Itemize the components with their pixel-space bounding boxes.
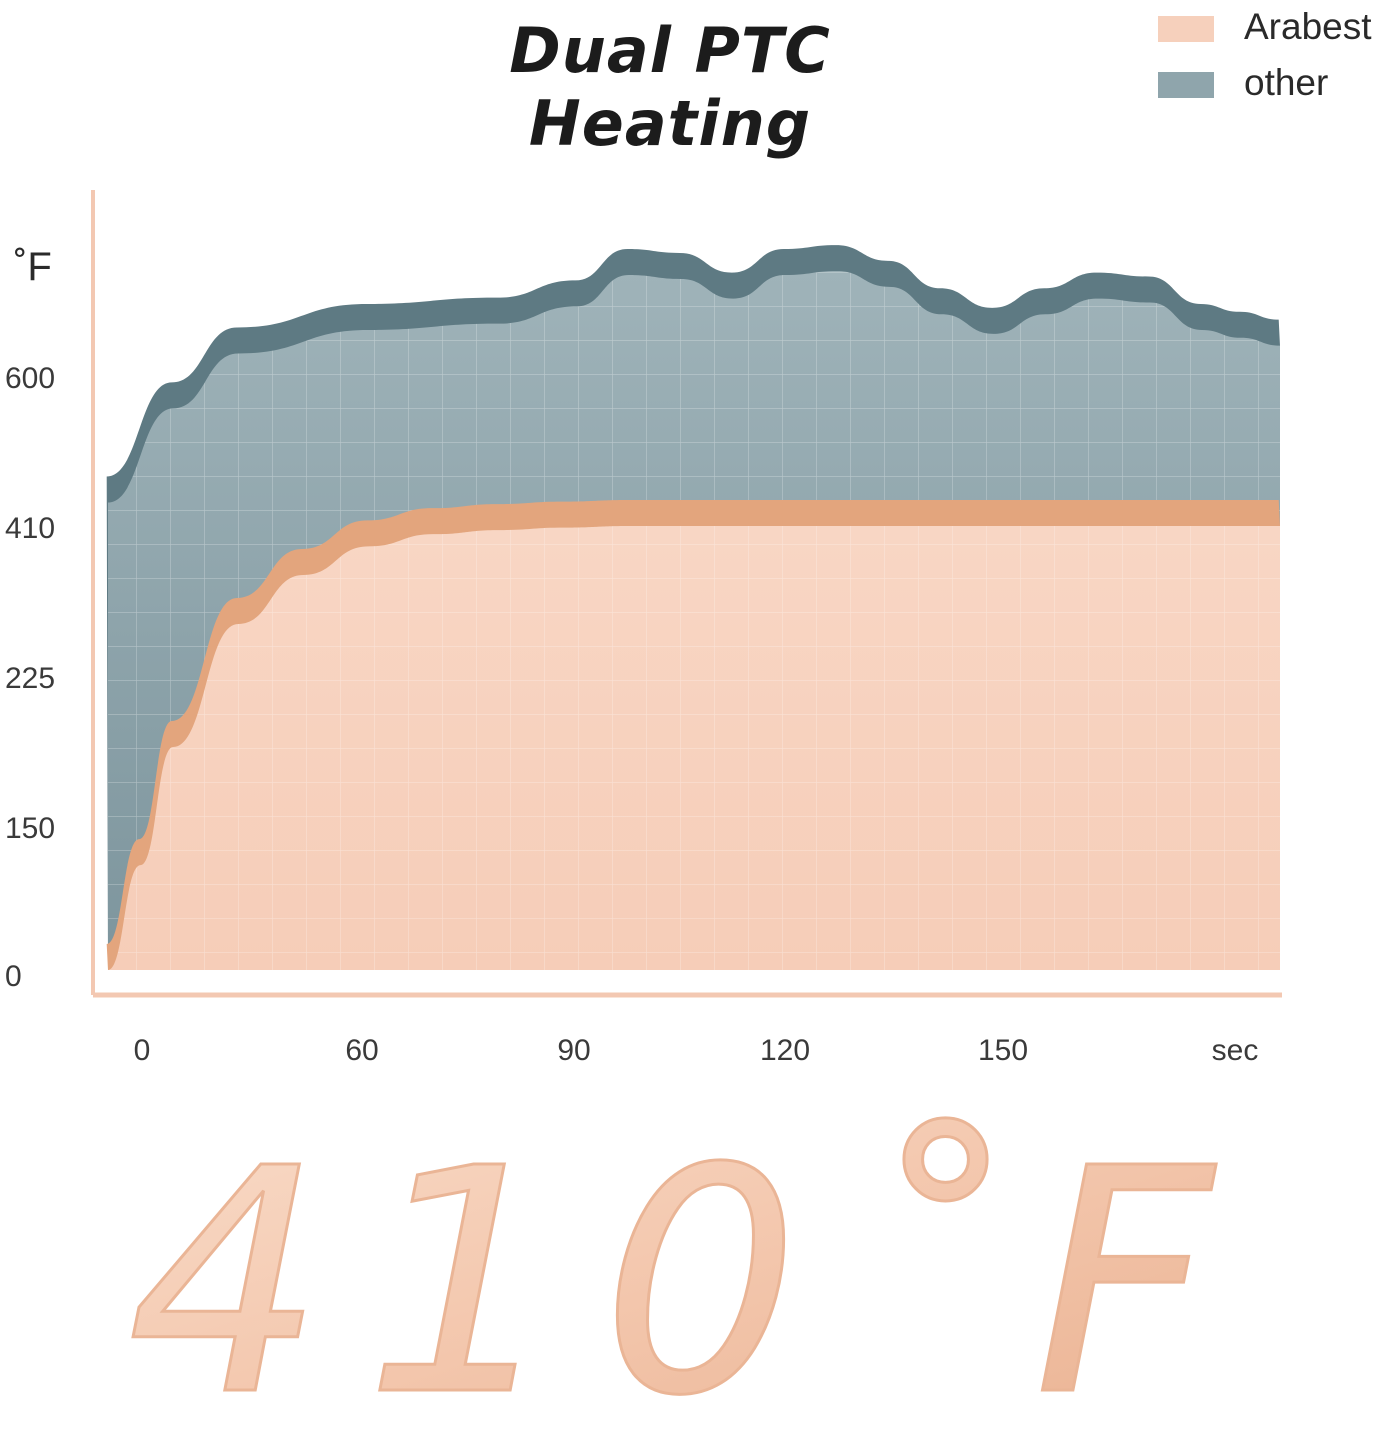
heating-chart: ˚F 600 410 225 150 0 0 60 90 120 150 sec: [5, 190, 1282, 1067]
y-tick-labels: 600 410 225 150 0: [5, 362, 55, 993]
x-tick-90: 90: [557, 1034, 590, 1067]
y-tick-0: 0: [5, 960, 22, 993]
legend-swatch-arabest: [1158, 16, 1214, 42]
chart-legend: Arabest other: [1150, 0, 1380, 110]
y-tick-225: 225: [5, 662, 55, 695]
series-layer: [106, 245, 1281, 970]
y-tick-410: 410: [5, 512, 55, 545]
legend-label-other: other: [1244, 62, 1329, 103]
legend-label-arabest: Arabest: [1244, 6, 1372, 47]
x-tick-60: 60: [345, 1034, 378, 1067]
y-tick-150: 150: [5, 812, 55, 845]
legend-swatch-other: [1158, 72, 1214, 98]
big-temperature-label: 410˚F: [126, 1102, 1252, 1431]
x-tick-labels: 0 60 90 120 150: [134, 1034, 1028, 1067]
chart-title: Dual PTC Heating: [509, 14, 831, 160]
x-tick-0: 0: [134, 1034, 151, 1067]
big-temperature-text: 410˚F: [127, 1103, 1252, 1430]
x-axis-unit: sec: [1212, 1034, 1259, 1067]
x-tick-150: 150: [978, 1034, 1028, 1067]
y-axis-unit: ˚F: [14, 245, 52, 289]
legend-item-other: other: [1150, 60, 1380, 110]
series-grid-arabest: [108, 526, 1280, 970]
legend-item-arabest: Arabest: [1150, 4, 1380, 54]
y-tick-600: 600: [5, 362, 55, 395]
x-tick-120: 120: [760, 1034, 810, 1067]
